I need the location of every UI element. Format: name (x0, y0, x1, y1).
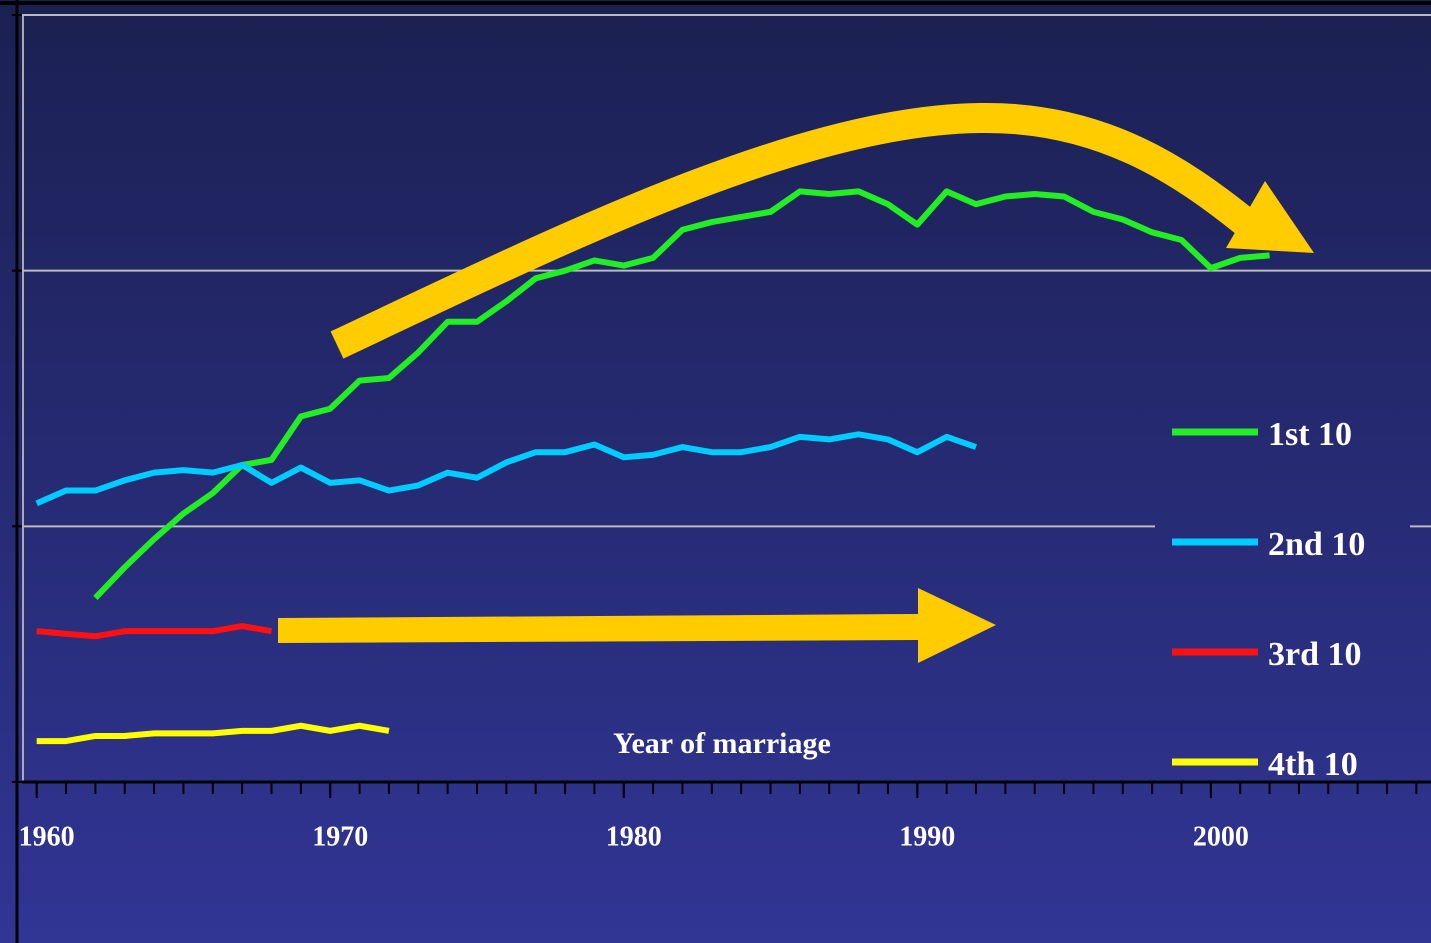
annotation-arrows (278, 102, 1314, 663)
legend-label: 4th 10 (1268, 746, 1358, 783)
straight-arrow (278, 588, 996, 663)
x-tick-label: 1990 (899, 821, 955, 852)
x-tick-label: 2000 (1193, 821, 1249, 852)
x-tick-label: 1970 (312, 821, 368, 852)
curved-arrow-head (1226, 181, 1314, 253)
series-line (36, 623, 273, 640)
x-tick-label: 1980 (606, 821, 662, 852)
series-line (93, 188, 1270, 600)
legend-label: 3rd 10 (1268, 636, 1362, 673)
series-line (36, 722, 390, 745)
legend-label: 1st 10 (1268, 416, 1352, 453)
series-line (35, 431, 977, 507)
x-tick-label: 1960 (19, 821, 75, 852)
curved-arrow (330, 102, 1255, 359)
legend-label: 2nd 10 (1268, 526, 1365, 563)
x-axis-label: Year of marriage (613, 727, 831, 760)
